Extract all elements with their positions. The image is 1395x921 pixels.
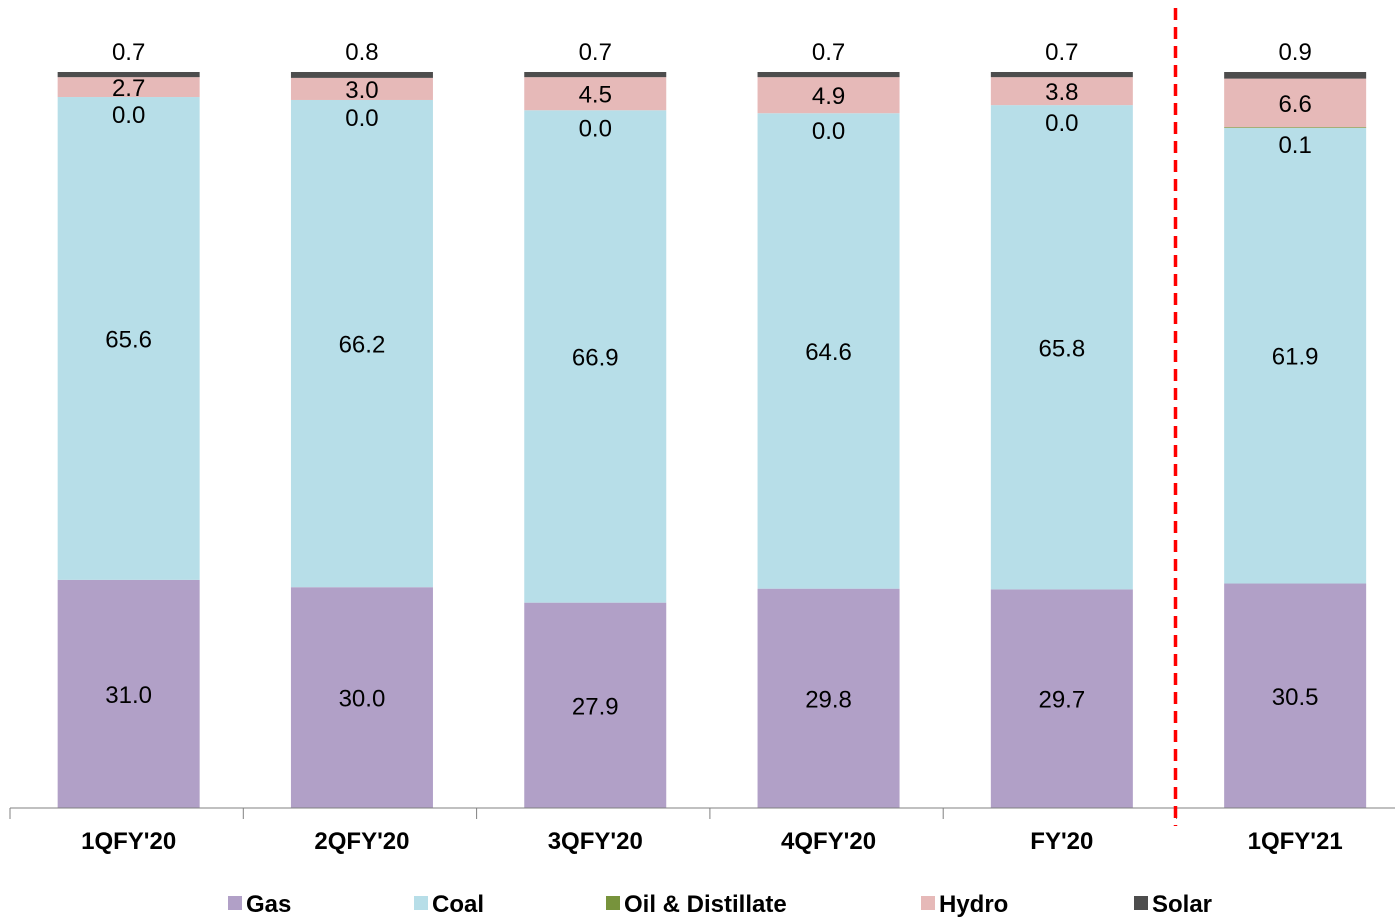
bar-segment-hydro-2 [524, 77, 667, 111]
category-label-1: 2QFY'20 [314, 828, 409, 855]
data-label-gas-2: 27.9 [572, 693, 619, 720]
legend-label-oil-distillate: Oil & Distillate [624, 891, 787, 918]
legend-label-coal: Coal [432, 891, 484, 918]
bar-segment-coal-4 [990, 105, 1133, 590]
bar-segment-gas-0 [57, 579, 200, 808]
category-label-5: 1QFY'21 [1248, 828, 1343, 855]
data-label-solar-2: 0.7 [579, 39, 612, 66]
data-label-oil-distillate-5: 0.1 [1278, 132, 1311, 159]
data-label-solar-0: 0.7 [112, 39, 145, 66]
data-label-gas-4: 29.7 [1038, 687, 1085, 714]
data-label-oil-distillate-4: 0.0 [1045, 110, 1078, 137]
bar-segment-gas-5 [1224, 583, 1367, 808]
bar-segment-solar-1 [290, 72, 433, 78]
data-label-gas-3: 29.8 [805, 686, 852, 713]
category-labels-layer: 1QFY'20 2QFY'20 3QFY'20 4QFY'20 FY'20 1QFY'21 [81, 828, 1343, 855]
bars-layer [57, 72, 1367, 808]
legend-swatch-oil-distillate [606, 896, 620, 910]
bar-segment-solar-5 [1224, 72, 1367, 79]
data-label-solar-3: 0.7 [812, 39, 845, 66]
bar-segment-solar-2 [524, 72, 667, 78]
bar-segment-oil-distillate-5 [1224, 127, 1367, 128]
data-label-coal-4: 65.8 [1038, 335, 1085, 362]
bar-segment-hydro-5 [1224, 78, 1367, 128]
bar-segment-hydro-0 [57, 77, 200, 98]
data-label-oil-distillate-1: 0.0 [345, 105, 378, 132]
bar-segment-gas-1 [290, 587, 433, 808]
data-label-hydro-0: 2.7 [112, 75, 145, 102]
legend-swatch-gas [228, 896, 242, 910]
data-label-coal-1: 66.2 [339, 332, 386, 359]
legend: Gas Coal Oil & Distillate Hydro Solar [228, 891, 1212, 918]
bar-segment-hydro-4 [990, 77, 1133, 106]
legend-swatch-coal [414, 896, 428, 910]
data-label-coal-5: 61.9 [1272, 344, 1319, 371]
legend-label-hydro: Hydro [939, 891, 1008, 918]
category-label-2: 3QFY'20 [548, 828, 643, 855]
data-label-gas-0: 31.0 [105, 682, 152, 709]
data-label-gas-1: 30.0 [339, 686, 386, 713]
bar-segment-coal-2 [524, 110, 667, 603]
data-label-hydro-5: 6.6 [1278, 91, 1311, 118]
data-label-solar-4: 0.7 [1045, 39, 1078, 66]
bar-segment-solar-4 [990, 72, 1133, 78]
data-label-gas-5: 30.5 [1272, 684, 1319, 711]
bar-segment-gas-4 [990, 589, 1133, 808]
data-label-oil-distillate-2: 0.0 [579, 115, 612, 142]
legend-swatch-solar [1134, 896, 1148, 910]
data-labels-layer: 31.065.60.02.70.730.066.20.03.00.827.966… [105, 39, 1318, 720]
legend-label-gas: Gas [246, 891, 291, 918]
bar-segment-coal-3 [757, 113, 900, 589]
bar-segment-solar-0 [57, 72, 200, 78]
data-label-solar-5: 0.9 [1278, 39, 1311, 66]
data-label-hydro-3: 4.9 [812, 83, 845, 110]
data-label-oil-distillate-3: 0.0 [812, 118, 845, 145]
bar-segment-gas-3 [757, 588, 900, 808]
data-label-coal-3: 64.6 [805, 339, 852, 366]
data-label-hydro-1: 3.0 [345, 77, 378, 104]
bar-segment-gas-2 [524, 602, 667, 808]
legend-swatch-hydro [921, 896, 935, 910]
category-label-3: 4QFY'20 [781, 828, 876, 855]
data-label-coal-2: 66.9 [572, 344, 619, 371]
data-label-coal-0: 65.6 [105, 326, 152, 353]
legend-label-solar: Solar [1152, 891, 1212, 918]
bar-segment-coal-0 [57, 97, 200, 580]
bar-segment-hydro-3 [757, 77, 900, 114]
category-label-0: 1QFY'20 [81, 828, 176, 855]
x-axis [9, 8, 1395, 826]
bar-segment-hydro-1 [290, 77, 433, 100]
data-label-hydro-4: 3.8 [1045, 79, 1078, 106]
data-label-oil-distillate-0: 0.0 [112, 102, 145, 129]
category-label-4: FY'20 [1030, 828, 1093, 855]
bar-segment-coal-1 [290, 99, 433, 588]
data-label-solar-1: 0.8 [345, 39, 378, 66]
data-label-hydro-2: 4.5 [579, 82, 612, 109]
bar-segment-solar-3 [757, 72, 900, 78]
bar-segment-coal-5 [1224, 127, 1367, 584]
